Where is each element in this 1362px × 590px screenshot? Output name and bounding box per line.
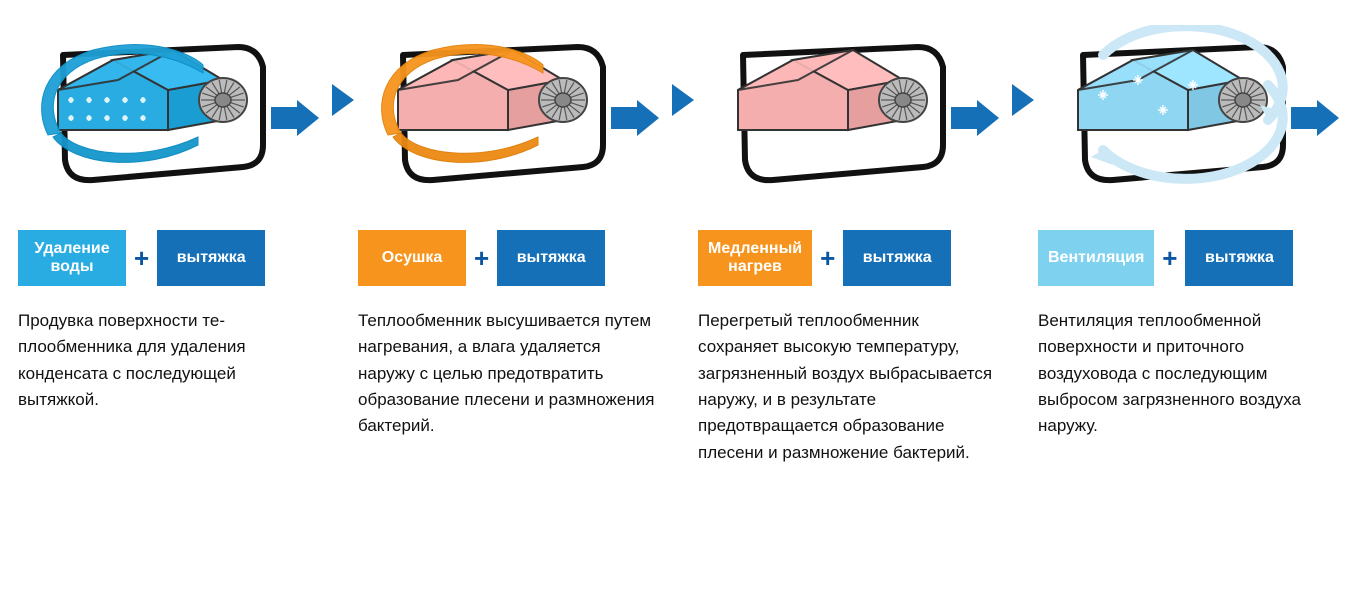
chip-row: Медленныйнагрев + вытяжка [698, 230, 1008, 286]
step-connector-icon [668, 20, 698, 120]
vent-chip-ventilate: вытяжка [1185, 230, 1293, 286]
mode-chip-dry: Осушка [358, 230, 466, 286]
mode-chip-ventilate: Вентиляция [1038, 230, 1154, 286]
step-dry: Осушка + вытяжка Теплообменник высушивает­с… [358, 20, 668, 440]
desc-dry: Теплообменник высушивает­ся путем нагрев… [358, 308, 668, 440]
plus-icon: + [820, 243, 835, 274]
chip-row: Вентиляция + вытяжка [1038, 230, 1348, 286]
vent-chip-slow-heat: вытяжка [843, 230, 951, 286]
step-connector-icon [328, 20, 358, 120]
plus-icon: + [474, 243, 489, 274]
desc-slow-heat: Перегретый теплообменник сохраняет высок… [698, 308, 1008, 466]
chip-row: Осушка + вытяжка [358, 230, 668, 286]
step-connector-icon [1008, 20, 1038, 120]
illustration-ventilate [1038, 20, 1348, 200]
mode-chip-remove-water: Удалениеводы [18, 230, 126, 286]
illustration-remove-water [18, 20, 328, 200]
plus-icon: + [1162, 243, 1177, 274]
illustration-slow-heat [698, 20, 1008, 200]
desc-remove-water: Продувка поверхности те­плообменника для… [18, 308, 328, 413]
mode-chip-slow-heat: Медленныйнагрев [698, 230, 812, 286]
desc-ventilate: Вентиляция теплообменной поверхности и п… [1038, 308, 1348, 440]
step-slow-heat: Медленныйнагрев + вытяжка Перегретый теплоо… [698, 20, 1008, 466]
illustration-dry [358, 20, 668, 200]
vent-chip-dry: вытяжка [497, 230, 605, 286]
plus-icon: + [134, 243, 149, 274]
step-ventilate: Вентиляция + вытяжка Вентиляция теплообменн… [1038, 20, 1348, 440]
chip-row: Удалениеводы + вытяжка [18, 230, 328, 286]
step-remove-water: Удалениеводы + вытяжка Продувка поверхности… [18, 20, 328, 413]
vent-chip-remove-water: вытяжка [157, 230, 265, 286]
